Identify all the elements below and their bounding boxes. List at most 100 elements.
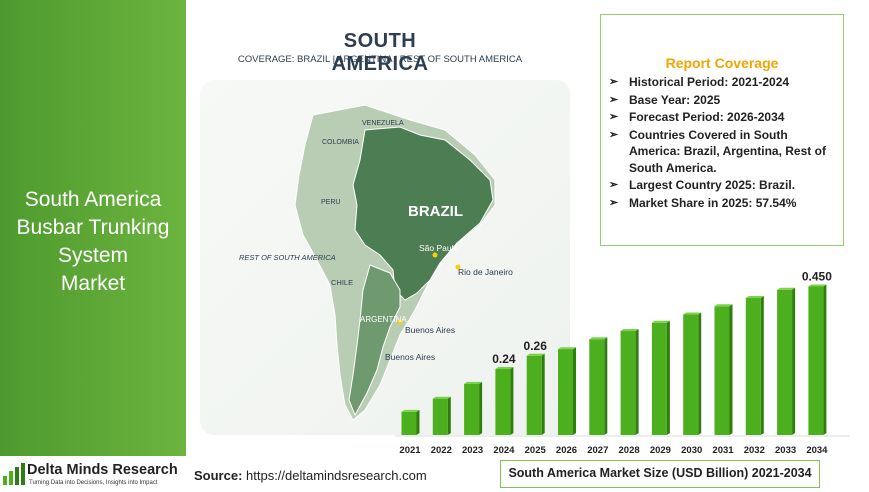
arrow-bullet-icon: ➢ [609,128,619,141]
bar-2031 [714,306,730,435]
bar-top [495,367,514,369]
arrow-bullet-icon: ➢ [609,93,619,106]
market-title-line-4: Market [60,272,126,295]
label-buenos-aires-2: Buenos Aires [385,352,435,362]
city-dot-sao-paulo [432,252,438,258]
report-item-text: Largest Country 2025: Brazil. [629,178,796,192]
map-region-argentina [348,264,401,417]
bar-2028 [620,331,636,435]
x-tick-label: 2028 [619,445,640,456]
bar-top [714,304,733,307]
bar-2029 [651,322,667,435]
report-item: ➢ Base Year: 2025 [609,92,841,109]
source-url[interactable]: https://deltamindsresearch.com [246,468,427,483]
bar-2033 [777,289,793,435]
bar-2023 [464,383,480,435]
bar-2021 [401,411,417,435]
city-dot-buenos-aires [397,319,403,325]
data-label: 0.26 [524,339,548,353]
south-america-map: VENEZUELA COLOMBIA PERU BRAZIL São Paulo… [200,80,570,435]
map-title: SOUTH AMERICA [331,30,429,75]
label-rio: Rio de Janeiro [458,267,513,277]
report-item: ➢ Forecast Period: 2026-2034 [609,109,841,126]
label-argentina: ARGENTINA [360,315,407,324]
city-dot-rio [455,264,461,270]
label-chile: CHILE [331,278,353,287]
report-item-text: Base Year: 2025 [629,92,721,107]
report-item: ➢ Market Share in 2025: 57.54% [609,195,841,212]
source-line: Source: https://deltamindsresearch.com [194,468,427,483]
bar-2024 [495,369,511,435]
bar-2027 [589,339,605,435]
logo-bars-icon [3,463,25,485]
logo-name: Delta Minds Research [27,462,178,478]
bar-side [604,337,608,435]
report-item-text: Forecast Period: 2026-2034 [629,110,785,124]
logo-tagline: Turning Data into Decisions, Insights in… [29,480,158,486]
chart-title: South America Market Size (USD Billion) … [500,460,820,488]
left-panel: South America Busbar Trunking System Mar… [0,0,186,456]
x-tick-label: 2032 [744,445,765,456]
x-tick-label: 2025 [525,445,547,456]
bar-side [447,396,451,435]
bar-side [635,329,639,435]
bar-side [792,287,796,435]
bar-2030 [683,314,699,435]
x-tick-label: 2026 [556,445,577,456]
map-coverage: COVERAGE: BRAZIL | ARGENTINA | REST OF S… [237,54,523,65]
report-list: ➢ Historical Period: 2021-2024 ➢ Base Year… [609,74,841,212]
bar-top [777,287,796,290]
report-item-text: Historical Period: 2021-2024 [629,75,790,89]
market-title-line-2: Busbar Trunking [16,216,170,239]
arrow-bullet-icon: ➢ [609,179,619,191]
bar-side [479,381,483,435]
arrow-bullet-icon: ➢ [609,196,619,209]
x-tick-label: 2021 [399,445,421,456]
label-peru: PERU [321,199,340,206]
data-label: 0.450 [802,270,832,284]
bar-side [573,347,576,435]
report-coverage-box: Report Coverage ➢ Historical Period: 2021… [600,14,844,246]
bar-top [432,396,451,399]
market-size-bar-chart: 2021 2022 2023 2024 0.24 2025 0.26 2026 2027 2028… [395,270,850,456]
label-sao-paulo: São Paulo [419,243,458,253]
market-title-line-1: South America [24,188,162,211]
bar-side [541,353,545,435]
bar-top [745,296,764,299]
report-item: ➢ Historical Period: 2021-2024 [609,74,841,91]
report-item-text: Market Share in 2025: 57.54% [629,195,797,210]
bar-top [589,337,608,340]
bar-side [760,296,764,435]
report-item: ➢ Countries Covered in South America: Bra… [609,127,841,177]
bar-top [526,353,545,356]
bar-side [698,312,702,435]
x-tick-label: 2033 [775,445,796,456]
bar-top [808,284,827,287]
label-colombia: COLOMBIA [322,139,359,146]
logo: Delta Minds Research Turning Data into D… [0,458,190,492]
bar-top [558,347,576,350]
bar-2032 [745,298,761,435]
data-label: 0.24 [492,352,516,366]
arrow-bullet-icon: ➢ [609,111,619,123]
bar-2025 [526,355,542,435]
label-rest: REST OF SOUTH AMERICA [239,253,336,262]
bar-top [401,409,420,412]
report-item-text: Countries Covered in South America: Braz… [629,127,826,175]
bar-2034 [808,286,824,435]
bar-top [464,381,483,384]
x-tick-label: 2030 [681,445,702,456]
label-brazil: BRAZIL [408,203,463,220]
market-title-line-3: System [57,244,128,267]
label-venezuela: VENEZUELA [362,120,404,127]
bar-side [729,304,733,435]
bar-side [510,367,514,435]
report-item: ➢ Largest Country 2025: Brazil. [609,177,841,194]
bar-top [651,320,670,323]
bar-2026 [558,349,573,435]
bar-top [620,329,639,332]
label-buenos-aires-1: Buenos Aires [405,325,455,335]
source-label: Source: [194,468,247,483]
x-tick-label: 2034 [806,445,828,456]
x-tick-label: 2029 [650,445,671,456]
